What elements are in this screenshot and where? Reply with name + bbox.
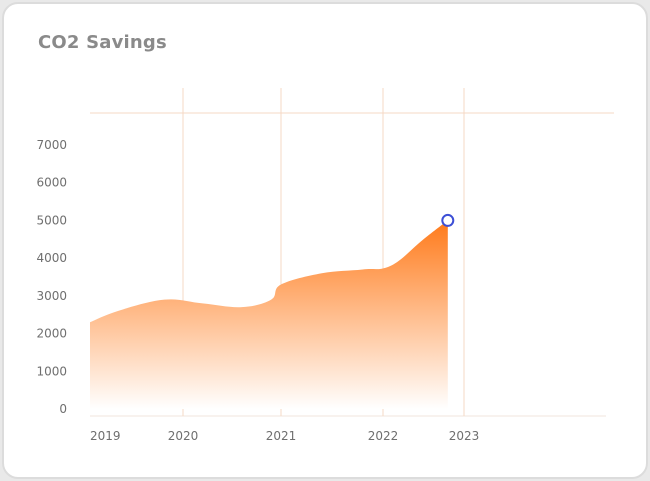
chart-title: CO2 Savings [38,32,167,53]
y-tick-label-2000: 2000 [36,327,67,341]
y-tick-label-5000: 5000 [36,213,67,227]
y-tick-label-6000: 6000 [36,176,67,190]
y-tick-label-4000: 4000 [36,251,67,265]
x-tick-label-2020: 2020 [168,429,199,443]
y-tick-label-0: 0 [59,402,67,416]
x-tick-label-2022: 2022 [368,429,399,443]
highlight-point-marker[interactable] [441,213,455,227]
x-tick-label-2019: 2019 [90,429,121,443]
co2-savings-area [90,220,448,409]
y-tick-label-3000: 3000 [36,289,67,303]
x-tick-label-2021: 2021 [266,429,297,443]
y-tick-label-1000: 1000 [36,364,67,378]
x-tick-label-2023: 2023 [449,429,480,443]
y-tick-label-7000: 7000 [36,138,67,152]
